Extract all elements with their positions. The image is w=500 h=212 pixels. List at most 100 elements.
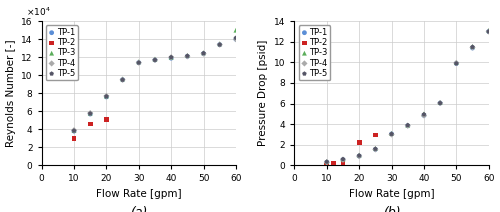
TP-5 — [388, 132, 396, 136]
Text: $\times10^4$: $\times10^4$ — [26, 6, 51, 18]
TP-5 — [216, 43, 224, 46]
TP-4 — [86, 112, 94, 115]
TP-5 — [484, 30, 492, 33]
Legend: TP-1, TP-2, TP-3, TP-4, TP-5: TP-1, TP-2, TP-3, TP-4, TP-5 — [298, 25, 330, 80]
TP-4 — [135, 61, 143, 64]
TP-5 — [70, 129, 78, 132]
TP-5 — [200, 52, 207, 55]
TP-4 — [355, 154, 363, 158]
TP-1 — [420, 114, 428, 117]
TP-1 — [216, 43, 224, 46]
TP-5 — [339, 158, 347, 161]
TP-4 — [70, 128, 78, 132]
TP-5 — [355, 154, 363, 157]
TP-4 — [232, 38, 240, 41]
TP-2 — [102, 118, 110, 121]
TP-5 — [404, 124, 411, 127]
TP-5 — [468, 45, 476, 49]
TP-5 — [118, 78, 126, 81]
TP-1 — [86, 112, 94, 116]
TP-5 — [86, 112, 94, 115]
TP-3 — [372, 147, 380, 150]
TP-5 — [102, 95, 110, 98]
TP-1 — [70, 130, 78, 133]
TP-1 — [232, 38, 240, 41]
TP-4 — [167, 56, 175, 59]
TP-3 — [323, 160, 331, 163]
TP-1 — [339, 158, 347, 161]
TP-5 — [436, 101, 444, 105]
TP-5 — [167, 56, 175, 59]
TP-4 — [372, 148, 380, 151]
TP-3 — [216, 42, 224, 45]
TP-3 — [102, 94, 110, 98]
TP-5 — [452, 62, 460, 65]
TP-3 — [135, 60, 143, 63]
TP-3 — [484, 29, 492, 32]
TP-5 — [184, 54, 192, 58]
TP-1 — [452, 62, 460, 65]
TP-3 — [232, 29, 240, 32]
TP-3 — [420, 112, 428, 116]
TP-3 — [388, 132, 396, 135]
TP-1 — [355, 154, 363, 158]
TP-3 — [70, 128, 78, 132]
TP-2 — [372, 133, 380, 137]
TP-3 — [167, 56, 175, 59]
TP-1 — [404, 124, 411, 127]
TP-4 — [118, 78, 126, 81]
Text: (a): (a) — [130, 206, 148, 212]
TP-2 — [86, 122, 94, 126]
TP-2 — [339, 162, 347, 165]
TP-4 — [216, 43, 224, 46]
TP-4 — [420, 114, 428, 117]
TP-4 — [184, 55, 192, 58]
TP-1 — [436, 101, 444, 105]
TP-1 — [468, 46, 476, 50]
Text: (b): (b) — [382, 206, 400, 212]
X-axis label: Flow Rate [gpm]: Flow Rate [gpm] — [96, 189, 182, 199]
TP-3 — [436, 101, 444, 104]
TP-3 — [151, 57, 159, 61]
TP-4 — [323, 160, 331, 164]
TP-1 — [118, 78, 126, 81]
TP-1 — [102, 95, 110, 99]
TP-1 — [167, 56, 175, 60]
TP-1 — [484, 30, 492, 33]
TP-3 — [339, 158, 347, 161]
TP-5 — [323, 160, 331, 163]
TP-4 — [484, 30, 492, 33]
TP-4 — [200, 52, 207, 55]
TP-4 — [102, 94, 110, 98]
TP-2 — [70, 137, 78, 140]
TP-5 — [135, 61, 143, 64]
TP-2 — [323, 163, 331, 167]
TP-1 — [200, 52, 207, 55]
TP-5 — [151, 58, 159, 62]
Y-axis label: Pressure Drop [psid]: Pressure Drop [psid] — [258, 40, 268, 146]
TP-4 — [388, 133, 396, 136]
TP-4 — [436, 101, 444, 105]
TP-3 — [118, 77, 126, 81]
TP-4 — [339, 158, 347, 161]
TP-3 — [355, 153, 363, 157]
TP-1 — [388, 132, 396, 136]
TP-3 — [200, 51, 207, 54]
TP-1 — [151, 58, 159, 62]
TP-3 — [452, 61, 460, 64]
TP-3 — [404, 124, 411, 127]
TP-1 — [184, 55, 192, 58]
TP-2 — [330, 162, 338, 166]
Y-axis label: Reynolds Number [-]: Reynolds Number [-] — [6, 39, 16, 147]
TP-4 — [404, 124, 411, 127]
TP-4 — [151, 58, 159, 62]
Legend: TP-1, TP-2, TP-3, TP-4, TP-5: TP-1, TP-2, TP-3, TP-4, TP-5 — [46, 25, 78, 80]
TP-3 — [468, 45, 476, 48]
TP-2 — [355, 141, 363, 144]
TP-4 — [452, 61, 460, 65]
TP-5 — [420, 113, 428, 116]
TP-4 — [468, 46, 476, 49]
TP-5 — [232, 36, 240, 40]
TP-5 — [372, 147, 380, 151]
TP-1 — [323, 160, 331, 164]
